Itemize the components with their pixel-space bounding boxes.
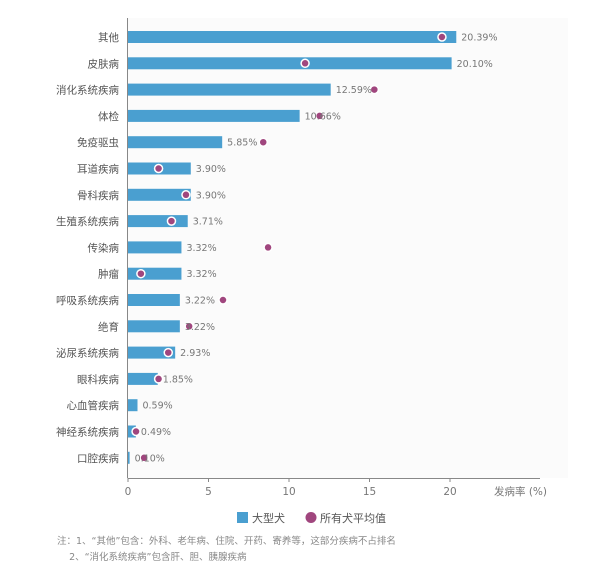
bar-value-label: 3.71%: [193, 217, 223, 228]
average-dot: [437, 32, 447, 42]
bar: [128, 57, 452, 70]
average-dot: [136, 268, 146, 279]
bar-value-label: 12.59%: [336, 85, 372, 96]
category-label: 耳道疾病: [77, 163, 119, 176]
legend: 大型犬 所有犬平均值: [237, 511, 386, 525]
legend-label-large-dog: 大型犬: [252, 511, 285, 525]
average-dot: [153, 163, 164, 174]
category-label: 传染病: [88, 241, 120, 254]
category-label: 呼吸系统疾病: [56, 294, 119, 307]
category-label: 眼科疾病: [77, 373, 119, 386]
bar: [128, 399, 138, 412]
average-dot: [258, 137, 268, 147]
average-dot: [153, 374, 164, 384]
category-label: 皮肤病: [88, 57, 120, 70]
average-dot: [369, 84, 380, 95]
bar-value-label: 0.49%: [141, 427, 171, 438]
bar: [128, 320, 180, 333]
bar-value-label: 10.66%: [305, 111, 341, 122]
category-label: 体检: [98, 110, 119, 123]
category-label: 免疫驱虫: [77, 136, 119, 149]
x-ticks: 0 5 10 15 20: [125, 478, 457, 498]
x-tick-label: 0: [125, 486, 132, 498]
legend-label-average: 所有犬平均值: [320, 511, 386, 525]
bar-value-label: 5.85%: [227, 138, 257, 149]
average-dot: [314, 111, 325, 121]
average-dot: [184, 321, 194, 332]
bar-group: [128, 31, 457, 464]
average-dot: [131, 426, 141, 437]
category-label: 泌尿系统疾病: [56, 347, 119, 360]
category-label: 口腔疾病: [77, 452, 119, 465]
bar-value-label: 20.10%: [457, 59, 493, 70]
average-dot: [166, 216, 177, 226]
footnotes: 注：1、“其他”包含：外科、老年病、住院、开药、寄养等，这部分疾病不占排名 2、…: [57, 534, 396, 566]
category-labels: 其他皮肤病消化系统疾病体检免疫驱虫耳道疾病骨科疾病生殖系统疾病传染病肿瘤呼吸系统…: [56, 31, 119, 465]
category-label: 其他: [98, 31, 119, 44]
bar-value-label: 1.85%: [163, 374, 193, 385]
x-tick-label: 15: [363, 486, 376, 498]
bar-value-label: 3.32%: [186, 243, 216, 254]
category-label: 肿瘤: [98, 268, 119, 281]
bar: [128, 451, 130, 464]
bar: [128, 31, 457, 43]
x-axis-title: 发病率 (%): [494, 485, 547, 498]
average-dot: [263, 242, 273, 253]
bar-value-label: 0.10%: [135, 453, 165, 464]
bar: [128, 267, 182, 280]
footnote-1: 注：1、“其他”包含：外科、老年病、住院、开药、寄养等，这部分疾病不占排名: [57, 536, 396, 547]
bar: [128, 136, 223, 149]
bar-value-label: 0.59%: [142, 401, 172, 412]
legend-swatch-large-dog: [237, 512, 248, 523]
x-tick-label: 10: [282, 486, 295, 498]
bar: [128, 241, 182, 254]
bar-value-label: 2.93%: [180, 348, 210, 359]
bar: [128, 346, 176, 359]
average-dot: [300, 58, 310, 69]
bar-value-label: 3.22%: [185, 296, 215, 307]
average-dot: [181, 190, 191, 200]
bar: [128, 372, 158, 385]
x-tick-label: 20: [443, 486, 456, 498]
bar: [128, 294, 180, 306]
category-label: 神经系统疾病: [56, 426, 119, 439]
category-label: 心血管疾病: [67, 399, 120, 412]
bar-value-label: 3.32%: [186, 269, 216, 280]
bar: [128, 109, 300, 122]
bar-value-label: 3.22%: [185, 322, 215, 333]
category-label: 骨科疾病: [77, 189, 119, 202]
bar-value-label: 20.39%: [461, 33, 497, 44]
average-dot: [163, 347, 173, 358]
footnote-2: 2、“消化系统疾病”包含肝、胆、胰腺疾病: [57, 552, 247, 563]
bar-value-label: 3.90%: [196, 190, 226, 201]
bar: [128, 83, 331, 96]
legend-swatch-average: [305, 512, 317, 523]
average-dot: [139, 453, 149, 463]
x-tick-label: 5: [205, 486, 212, 498]
bar-value-label: 3.90%: [196, 164, 226, 175]
value-labels: 20.39% 20.10% 12.59% 10.66% 5.85% 3.90% 3.90% 3…: [135, 33, 498, 465]
average-dot-group: [131, 32, 447, 463]
bar: [128, 188, 191, 201]
category-label: 消化系统疾病: [56, 84, 119, 97]
category-label: 生殖系统疾病: [56, 215, 119, 228]
average-dot: [218, 295, 228, 305]
category-label: 绝育: [98, 320, 119, 333]
bar: [128, 215, 188, 228]
